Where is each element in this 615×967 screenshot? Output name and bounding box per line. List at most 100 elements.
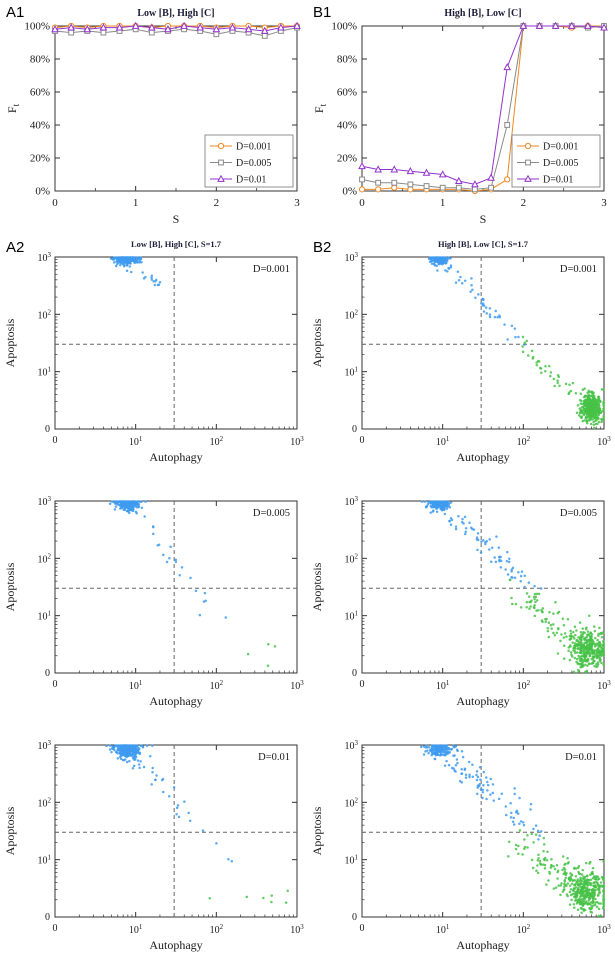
points-green [557,614,605,674]
line-plot: 0 1 2 3 0% 20% 40% 60% 80% 100% High [B], Low [C] S… [312,8,608,226]
svg-text:D=0.005: D=0.005 [253,508,290,519]
svg-text:102: 102 [517,923,531,936]
panel-b1: B1 0 1 2 3 0% 20% 40% 60% 80% 100% High [B], Low [… [307,0,615,235]
svg-text:101: 101 [129,923,143,936]
svg-text:Low [B], High [C], S=1.7: Low [B], High [C], S=1.7 [131,239,222,249]
svg-text:D=0.01: D=0.01 [565,752,597,763]
svg-text:103: 103 [597,679,611,692]
panel-label-a2: A2 [6,239,25,256]
scatter-a2-d001: 0 0 101 101 102 102 103 103 Autophagy Apoptosis D=… [0,723,307,967]
svg-text:Apoptosis: Apoptosis [310,318,324,367]
panel-b2-row1: B2 0 0 101 101 102 102 103 103 High [B], Low [C]… [307,235,615,479]
svg-text:0: 0 [352,912,357,923]
svg-text:2: 2 [214,197,220,209]
svg-text:3: 3 [294,197,300,209]
panel-b2-row3: 0 0 101 101 102 102 103 103 Autophagy Apoptosis D=… [307,723,615,967]
svg-text:0: 0 [352,424,357,435]
panel-a2-row2: 0 0 101 101 102 102 103 103 Autophagy Apoptosis D=… [0,479,307,723]
points-green [246,642,277,668]
points-blue [109,256,143,268]
panel-label-b2: B2 [313,239,332,256]
svg-text:101: 101 [345,854,359,867]
svg-text:40%: 40% [337,120,357,132]
svg-text:0: 0 [53,435,58,446]
svg-text:D=0.01: D=0.01 [258,752,290,763]
scatter-plot: 00 101 101 102 102 103 103 Autophagy Apoptosis D=… [310,739,611,952]
scatter-plot: 00 101 101 102 102 103 103 Autophagy Apoptosis D=… [3,739,304,952]
svg-text:103: 103 [345,251,359,264]
svg-text:102: 102 [210,679,224,692]
scatter-plot: 00 101 101 102 102 103 103 High [B], Low [C], S… [310,239,611,464]
svg-text:High [B], Low [C]: High [B], Low [C] [444,8,521,19]
svg-text:40%: 40% [30,120,50,132]
svg-text:Apoptosis: Apoptosis [310,806,324,855]
points-green [508,578,600,655]
points-green [521,335,578,396]
svg-text:Apoptosis: Apoptosis [3,318,17,367]
svg-text:60%: 60% [337,87,357,99]
svg-text:101: 101 [436,923,450,936]
svg-text:1: 1 [133,197,139,209]
scatter-plot: 00 101 101 102 102 103 103 Low [B], High [C], S… [3,239,304,464]
points-green [575,387,605,430]
points-blue [427,256,452,268]
svg-text:0: 0 [52,197,58,209]
svg-text:0: 0 [359,197,365,209]
svg-text:Autophagy: Autophagy [456,938,509,952]
svg-text:102: 102 [38,308,52,321]
svg-text:D=0.01: D=0.01 [543,175,573,186]
svg-text:102: 102 [517,435,531,448]
svg-text:101: 101 [345,366,359,379]
svg-text:103: 103 [597,435,611,448]
scatter-plot: 00 101 101 102 102 103 103 Autophagy Apoptosis D=… [310,495,611,708]
svg-text:3: 3 [601,197,607,209]
svg-text:102: 102 [38,796,52,809]
points-blue [135,511,227,619]
svg-text:103: 103 [345,739,359,752]
svg-text:80%: 80% [337,54,357,66]
scatter-b2-d0005: 0 0 101 101 102 102 103 103 Autophagy Apoptosis D=… [307,479,614,723]
svg-text:Autophagy: Autophagy [456,450,509,464]
svg-text:0: 0 [45,424,50,435]
svg-text:D=0.001: D=0.001 [253,264,290,275]
svg-text:101: 101 [345,610,359,623]
scatter-a2-d0005: 0 0 101 101 102 102 103 103 Autophagy Apoptosis D=… [0,479,307,723]
svg-text:102: 102 [345,552,359,565]
svg-text:D=0.001: D=0.001 [543,142,578,153]
svg-text:Ft: Ft [312,103,328,113]
svg-text:0: 0 [45,912,50,923]
points-green [554,860,605,918]
svg-text:101: 101 [38,610,52,623]
svg-text:103: 103 [597,923,611,936]
svg-text:103: 103 [38,495,52,508]
points-blue [419,744,459,761]
scatter-a2-d0001: 0 0 101 101 102 102 103 103 Low [B], High [C], S… [0,235,307,479]
scatter-b2-d0001: 0 0 101 101 102 102 103 103 High [B], Low [C], S… [307,235,614,479]
column-b: B1 0 1 2 3 0% 20% 40% 60% 80% 100% High [B], Low [… [307,0,615,967]
svg-text:Apoptosis: Apoptosis [310,562,324,611]
svg-text:101: 101 [38,366,52,379]
svg-text:20%: 20% [337,153,357,165]
points-blue [105,744,154,764]
svg-text:2: 2 [521,197,527,209]
svg-text:80%: 80% [30,54,50,66]
svg-text:High [B], Low [C], S=1.7: High [B], Low [C], S=1.7 [438,239,529,249]
svg-text:102: 102 [345,308,359,321]
svg-text:0: 0 [45,668,50,679]
panel-a2-row1: A2 0 0 101 101 102 102 103 103 Low [B], High [C]… [0,235,307,479]
svg-text:0: 0 [360,435,365,446]
svg-text:103: 103 [290,679,304,692]
svg-text:101: 101 [436,435,450,448]
svg-text:Low [B], High [C]: Low [B], High [C] [137,8,214,19]
column-a: A1 0 1 2 3 0% 20% 40% 60% 80% 100% Low [B], High [… [0,0,307,967]
svg-text:0: 0 [53,923,58,934]
svg-text:D=0.005: D=0.005 [560,508,597,519]
points-blue [436,261,526,346]
svg-text:D=0.005: D=0.005 [543,158,578,169]
svg-text:0: 0 [360,923,365,934]
svg-text:101: 101 [129,435,143,448]
svg-text:D=0.001: D=0.001 [236,142,271,153]
svg-text:0: 0 [53,679,58,690]
svg-text:103: 103 [290,435,304,448]
